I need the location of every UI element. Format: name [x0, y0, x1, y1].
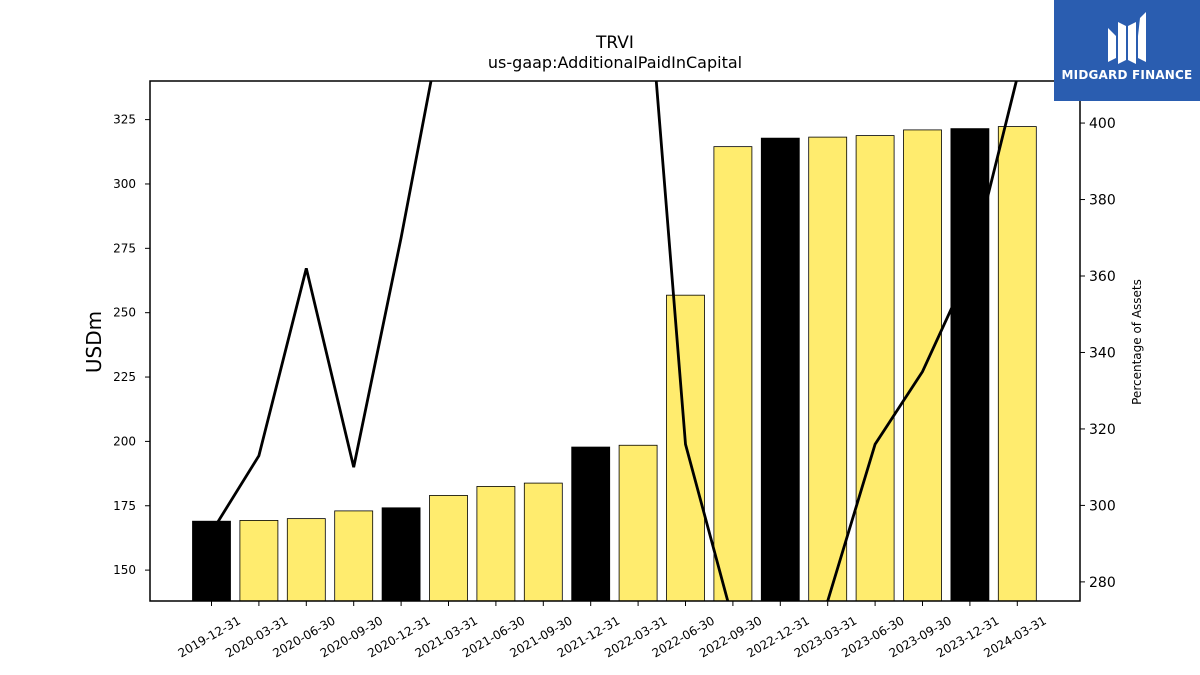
y-tick-label: 300 [113, 177, 136, 191]
y-right-tick-label: 280 [1089, 575, 1116, 591]
bar-2023-06-30 [855, 135, 895, 602]
bar-2020-03-31 [239, 520, 279, 602]
bar-2023-12-31 [950, 128, 990, 602]
logo-text: MIDGARD FINANCE [1061, 68, 1193, 82]
y-tick-label: 175 [113, 499, 136, 513]
y-right-tick-label: 360 [1089, 269, 1116, 285]
bar-2022-12-31 [760, 137, 800, 602]
y-axis-right-label: Percentage of Assets [1130, 279, 1144, 405]
bar-2023-03-31 [808, 136, 848, 602]
x-axis: 2019-12-312020-03-312020-06-302020-09-30… [176, 601, 1049, 660]
y-tick-label: 225 [113, 370, 136, 384]
chart-subtitle: us-gaap:AdditionalPaidInCapital [488, 53, 742, 72]
bar-2021-06-30 [476, 486, 516, 602]
midgard-finance-logo: MIDGARD FINANCE [1054, 0, 1200, 101]
y-tick-label: 200 [113, 434, 136, 448]
chart-title: TRVI [595, 33, 634, 53]
bar-2020-12-31 [381, 507, 421, 602]
bar-2021-03-31 [429, 495, 468, 602]
y-right-tick-label: 320 [1089, 422, 1116, 438]
bar-2020-09-30 [334, 510, 374, 602]
midgard-logo-icon [1108, 12, 1146, 64]
bar-2023-09-30 [903, 129, 942, 602]
plot-frame [149, 80, 1081, 602]
bar-2019-12-31 [192, 520, 231, 602]
bar-2021-09-30 [523, 482, 563, 602]
bar-2024-03-31 [997, 126, 1037, 602]
right-axis: 280 300 320 340 360 380 400 [1080, 116, 1116, 591]
y-right-tick-label: 400 [1089, 116, 1116, 132]
y-tick-label: 250 [113, 306, 136, 320]
y-axis-label: USDm [82, 311, 106, 373]
bars-group [192, 126, 1037, 602]
y-tick-label: 325 [113, 113, 136, 127]
line-group [210, 81, 1018, 601]
y-right-tick-label: 380 [1089, 193, 1116, 209]
left-axis: 150 175 200 225 250 275 300 325 [113, 113, 150, 577]
bar-2022-09-30 [713, 146, 753, 602]
bar-2022-03-31 [618, 444, 658, 602]
bar-2020-06-30 [286, 518, 326, 602]
y-right-tick-label: 300 [1089, 498, 1116, 514]
bar-2021-12-31 [571, 446, 611, 602]
y-tick-label: 150 [113, 563, 136, 577]
y-tick-label: 275 [113, 241, 136, 255]
percentage-line [210, 81, 1018, 601]
y-right-tick-label: 340 [1089, 345, 1116, 361]
